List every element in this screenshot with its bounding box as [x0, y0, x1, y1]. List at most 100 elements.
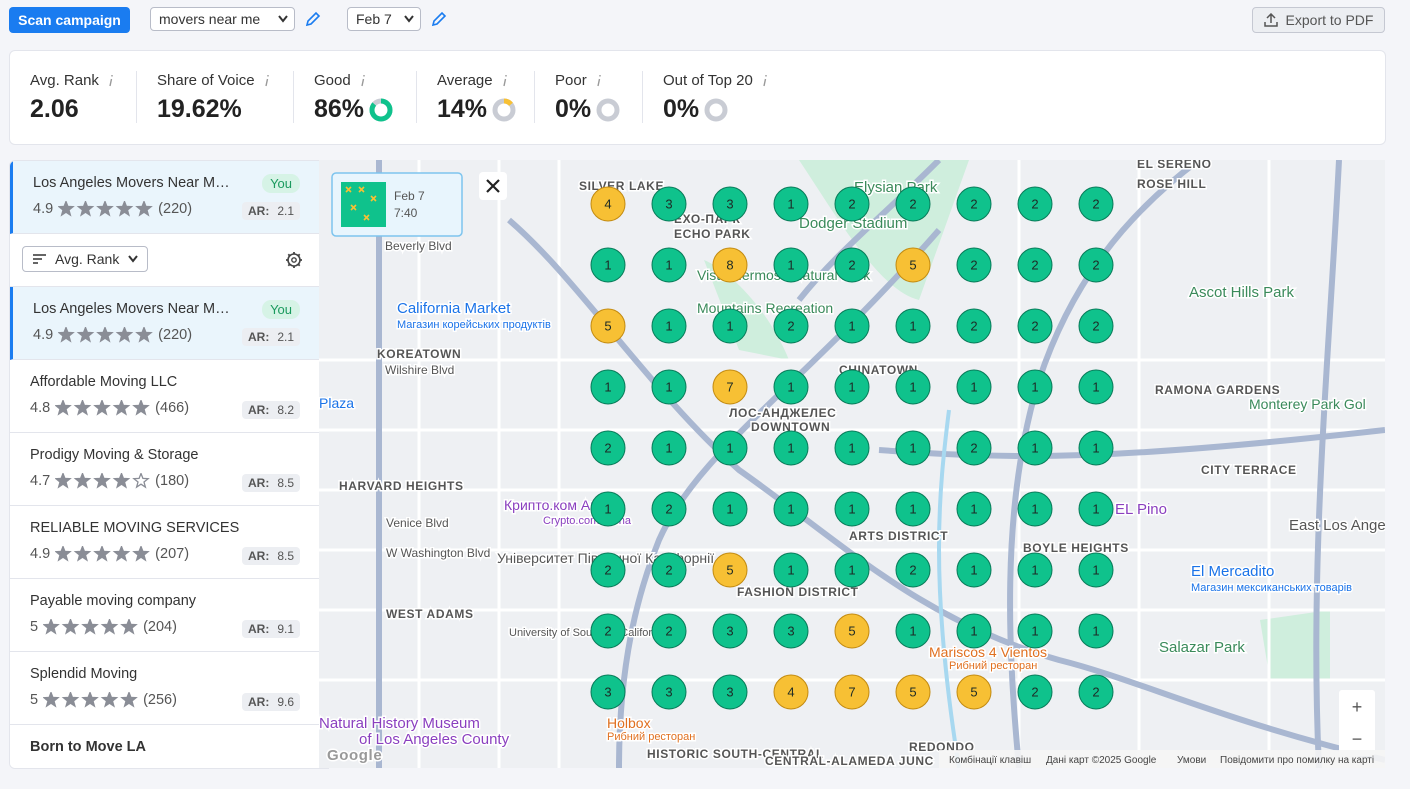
- rank-pin[interactable]: 1: [834, 491, 870, 527]
- rank-pin[interactable]: 1: [956, 369, 992, 405]
- rank-pin[interactable]: 1: [1017, 552, 1053, 588]
- rank-pin[interactable]: 2: [895, 552, 931, 588]
- rank-pin[interactable]: 1: [895, 369, 931, 405]
- rank-pin[interactable]: 1: [1078, 552, 1114, 588]
- rank-pin[interactable]: 1: [773, 369, 809, 405]
- rank-pin[interactable]: 2: [651, 491, 687, 527]
- rank-pin[interactable]: 1: [773, 186, 809, 222]
- rank-pin[interactable]: 1: [1078, 491, 1114, 527]
- listing[interactable]: RELIABLE MOVING SERVICES 4.9 (207) AR: 8.5: [10, 506, 320, 579]
- listing[interactable]: Born to Move LA: [10, 725, 320, 768]
- keyword-dropdown[interactable]: movers near me: [150, 7, 295, 31]
- rank-pin[interactable]: 1: [590, 369, 626, 405]
- rank-pin[interactable]: 1: [712, 308, 748, 344]
- rank-pin[interactable]: 2: [1017, 247, 1053, 283]
- rank-pin[interactable]: 1: [834, 552, 870, 588]
- rank-pin[interactable]: 2: [956, 430, 992, 466]
- rank-pin[interactable]: 4: [590, 186, 626, 222]
- rank-pin[interactable]: 1: [773, 247, 809, 283]
- rank-pin[interactable]: 1: [895, 308, 931, 344]
- rank-pin[interactable]: 1: [1017, 613, 1053, 649]
- edit-icon[interactable]: [431, 11, 447, 27]
- rank-pin[interactable]: 3: [712, 674, 748, 710]
- edit-icon[interactable]: [305, 11, 321, 27]
- rank-pin[interactable]: 1: [651, 430, 687, 466]
- rank-pin[interactable]: 5: [834, 613, 870, 649]
- rank-pin[interactable]: 1: [590, 247, 626, 283]
- rank-pin[interactable]: 5: [895, 247, 931, 283]
- rank-pin[interactable]: 1: [773, 552, 809, 588]
- rank-pin[interactable]: 1: [834, 308, 870, 344]
- zoom-controls[interactable]: + −: [1339, 690, 1375, 756]
- rank-pin[interactable]: 2: [895, 186, 931, 222]
- listing[interactable]: Prodigy Moving & Storage 4.7 (180) AR: 8.5: [10, 433, 320, 506]
- rank-pin[interactable]: 3: [712, 186, 748, 222]
- scan-button[interactable]: Scan campaign: [9, 7, 130, 33]
- listing[interactable]: Los Angeles Movers Near M… You 4.9 (220) AR:…: [10, 161, 320, 234]
- rank-pin[interactable]: 1: [834, 430, 870, 466]
- rank-pin[interactable]: 8: [712, 247, 748, 283]
- rank-pin[interactable]: 1: [773, 491, 809, 527]
- rank-pin[interactable]: 1: [1078, 369, 1114, 405]
- listing[interactable]: Splendid Moving 5 (256) AR: 9.6: [10, 652, 320, 725]
- rank-pin[interactable]: 3: [651, 674, 687, 710]
- rank-pin[interactable]: 2: [1017, 674, 1053, 710]
- rank-pin[interactable]: 1: [956, 552, 992, 588]
- rank-pin[interactable]: 2: [956, 186, 992, 222]
- rank-pin[interactable]: 5: [712, 552, 748, 588]
- rank-pin[interactable]: 2: [590, 552, 626, 588]
- rank-pin[interactable]: 2: [1017, 186, 1053, 222]
- rank-pin[interactable]: 1: [1078, 430, 1114, 466]
- export-button[interactable]: Export to PDF: [1252, 7, 1385, 33]
- rank-pin[interactable]: 1: [651, 308, 687, 344]
- rank-pin[interactable]: 2: [590, 430, 626, 466]
- rank-pin[interactable]: 2: [956, 247, 992, 283]
- rank-pin[interactable]: 1: [712, 491, 748, 527]
- rank-pin[interactable]: 1: [895, 430, 931, 466]
- rank-pin[interactable]: 1: [956, 491, 992, 527]
- rank-pin[interactable]: 5: [590, 308, 626, 344]
- rank-pin[interactable]: 1: [651, 369, 687, 405]
- rank-pin[interactable]: 1: [1078, 613, 1114, 649]
- rank-pin[interactable]: 3: [651, 186, 687, 222]
- listing[interactable]: Payable moving company 5 (204) AR: 9.1: [10, 579, 320, 652]
- zoom-out[interactable]: −: [1352, 729, 1363, 749]
- rank-pin[interactable]: 1: [834, 369, 870, 405]
- rank-pin[interactable]: 7: [712, 369, 748, 405]
- zoom-in[interactable]: +: [1352, 697, 1363, 717]
- rank-pin[interactable]: 4: [773, 674, 809, 710]
- close-button[interactable]: [479, 172, 507, 200]
- rank-pin[interactable]: 2: [651, 552, 687, 588]
- rank-pin[interactable]: 1: [956, 613, 992, 649]
- listing[interactable]: Los Angeles Movers Near M… You 4.9 (220) AR:…: [10, 287, 320, 360]
- rank-pin[interactable]: 2: [1017, 308, 1053, 344]
- rank-pin[interactable]: 3: [590, 674, 626, 710]
- map-thumbnail[interactable]: Feb 7 7:40: [331, 172, 463, 237]
- rank-pin[interactable]: 2: [834, 186, 870, 222]
- sort-dropdown[interactable]: Avg. Rank: [22, 246, 148, 272]
- rank-pin[interactable]: 1: [712, 430, 748, 466]
- rank-pin[interactable]: 2: [1078, 247, 1114, 283]
- listing[interactable]: Affordable Moving LLC 4.8 (466) AR: 8.2: [10, 360, 320, 433]
- rank-pin[interactable]: 2: [590, 613, 626, 649]
- rank-pin[interactable]: 2: [834, 247, 870, 283]
- rank-pin[interactable]: 1: [1017, 491, 1053, 527]
- rank-pin[interactable]: 7: [834, 674, 870, 710]
- rank-pin[interactable]: 2: [1078, 308, 1114, 344]
- rank-pin[interactable]: 2: [956, 308, 992, 344]
- rank-pin[interactable]: 3: [773, 613, 809, 649]
- rank-pin[interactable]: 2: [1078, 674, 1114, 710]
- rank-pin[interactable]: 1: [1017, 430, 1053, 466]
- rank-pin[interactable]: 5: [895, 674, 931, 710]
- rank-pin[interactable]: 1: [651, 247, 687, 283]
- rank-pin[interactable]: 2: [651, 613, 687, 649]
- rank-pin[interactable]: 2: [773, 308, 809, 344]
- date-dropdown[interactable]: Feb 7: [347, 7, 421, 31]
- rank-pin[interactable]: 2: [1078, 186, 1114, 222]
- rank-pin[interactable]: 1: [1017, 369, 1053, 405]
- rank-pin[interactable]: 3: [712, 613, 748, 649]
- rank-pin[interactable]: 1: [895, 613, 931, 649]
- settings-icon[interactable]: [285, 251, 303, 269]
- rank-pin[interactable]: 5: [956, 674, 992, 710]
